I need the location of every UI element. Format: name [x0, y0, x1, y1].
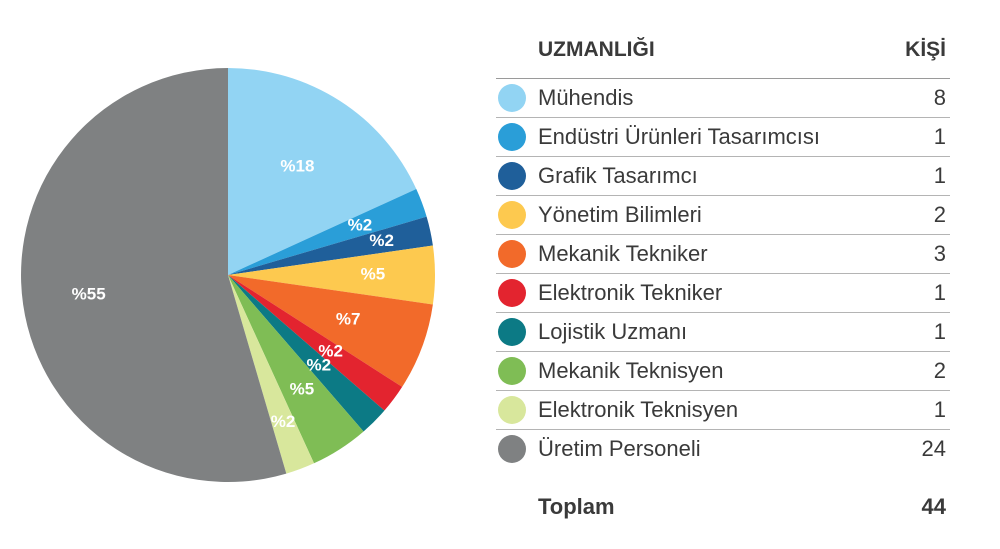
- legend-row: Mekanik Teknisyen 2: [496, 352, 950, 391]
- pie-slice-label-7: %2: [307, 355, 332, 374]
- legend-color-dot: [498, 279, 526, 307]
- legend-label: Grafik Tasarımcı: [538, 163, 698, 188]
- legend-row: Elektronik Teknisyen 1: [496, 391, 950, 430]
- legend-row: Mekanik Tekniker 3: [496, 235, 950, 274]
- pie-slice-label-9: %2: [271, 412, 296, 431]
- pie-slice-label-5: %7: [336, 309, 361, 328]
- legend-label: Lojistik Uzmanı: [538, 319, 688, 344]
- category-column-header: UZMANLIĞI: [538, 38, 655, 61]
- legend-row: Endüstri Ürünleri Tasarımcısı 1: [496, 118, 950, 157]
- legend-row: Elektronik Tekniker 1: [496, 274, 950, 313]
- legend-label: Mühendis: [538, 85, 634, 110]
- total-row: Toplam 44: [496, 488, 950, 526]
- pie-slice-5: [228, 275, 433, 387]
- pie-slice-2: [228, 189, 427, 275]
- legend-count: 1: [933, 280, 946, 305]
- legend-count: 2: [933, 202, 946, 227]
- legend-color-dot: [498, 123, 526, 151]
- legend-color-dot: [498, 201, 526, 229]
- pie-slice-1: [228, 68, 417, 275]
- total-value: 44: [921, 494, 946, 519]
- legend-count: 1: [933, 319, 946, 344]
- pie-slice-7: [228, 275, 385, 432]
- pie-slice-3: [228, 216, 433, 275]
- pie-slice-4: [228, 245, 435, 305]
- legend-row: Yönetim Bilimleri 2: [496, 196, 950, 235]
- legend-label: Elektronik Tekniker: [538, 280, 723, 305]
- count-column-header: KİŞİ: [905, 38, 946, 61]
- legend-count: 24: [921, 436, 946, 461]
- pie-slice-label-10: %55: [72, 284, 106, 303]
- legend-count: 2: [933, 358, 946, 383]
- legend-count: 8: [933, 85, 946, 110]
- legend-row: Üretim Personeli 24: [496, 430, 950, 468]
- legend-row: Grafik Tasarımcı 1: [496, 157, 950, 196]
- pie-slice-label-3: %2: [369, 231, 394, 250]
- legend-row: Mühendis 8: [496, 79, 950, 118]
- pie-slice-label-1: %18: [280, 156, 314, 175]
- legend-color-dot: [498, 240, 526, 268]
- legend-label: Mekanik Tekniker: [538, 241, 708, 266]
- legend-table: UZMANLIĞI KİŞİ Mühendis 8 Endüstri Ürünler…: [496, 30, 950, 526]
- pie-slice-label-4: %5: [361, 264, 386, 283]
- legend-color-dot: [498, 396, 526, 424]
- legend-color-dot: [498, 162, 526, 190]
- legend-color-dot: [498, 435, 526, 463]
- pie-slice-10: [21, 68, 287, 483]
- pie-slice-9: [228, 275, 314, 474]
- legend-color-dot: [498, 318, 526, 346]
- legend-label: Üretim Personeli: [538, 436, 701, 461]
- legend-row: Lojistik Uzmanı 1: [496, 313, 950, 352]
- legend-label: Endüstri Ürünleri Tasarımcısı: [538, 124, 821, 149]
- legend-count: 1: [933, 124, 946, 149]
- pie-slice-label-8: %5: [290, 379, 315, 398]
- legend-label: Mekanik Teknisyen: [538, 358, 724, 383]
- pie-slice-label-6: %2: [318, 341, 343, 360]
- legend-count: 1: [933, 163, 946, 188]
- legend-list: Mühendis 8 Endüstri Ürünleri Tasarımcısı 1 G…: [496, 78, 950, 468]
- legend-count: 3: [933, 241, 946, 266]
- pie-slice-8: [228, 275, 364, 464]
- legend-label: Elektronik Teknisyen: [538, 397, 739, 422]
- legend-color-dot: [498, 357, 526, 385]
- legend-count: 1: [933, 397, 946, 422]
- pie-slice-6: [228, 275, 403, 411]
- pie-slice-label-2: %2: [348, 215, 373, 234]
- total-label: Toplam: [538, 494, 615, 519]
- legend-color-dot: [498, 84, 526, 112]
- legend-header: UZMANLIĞI KİŞİ: [496, 30, 950, 70]
- pie-chart: %18%2%2%5%7%2%2%5%2%55: [21, 68, 435, 483]
- legend-label: Yönetim Bilimleri: [538, 202, 702, 227]
